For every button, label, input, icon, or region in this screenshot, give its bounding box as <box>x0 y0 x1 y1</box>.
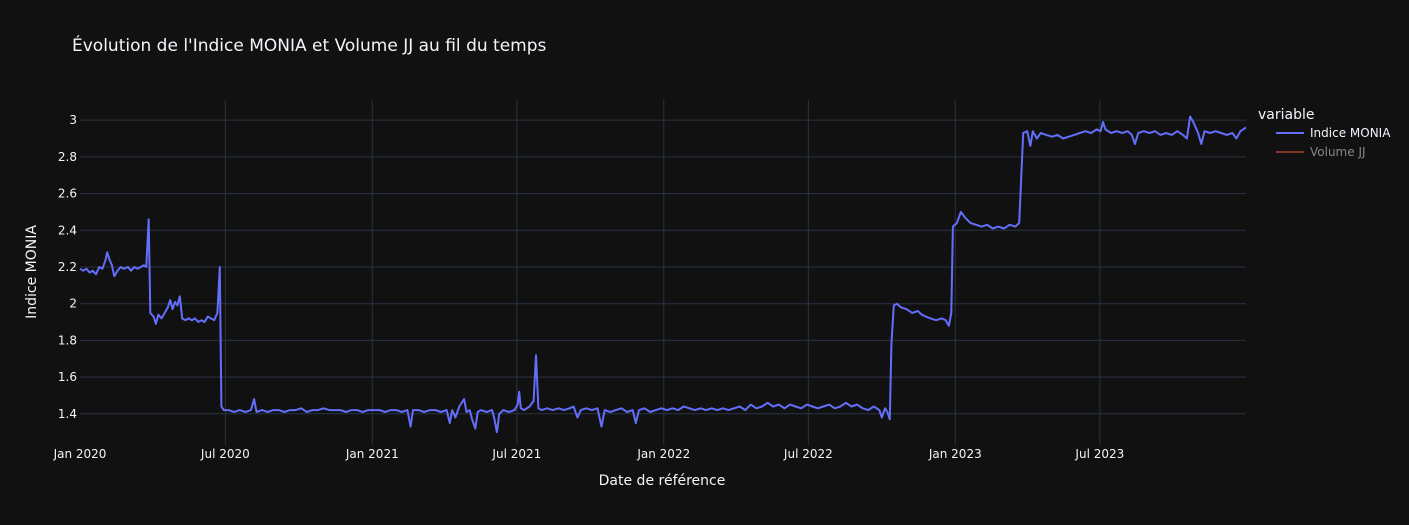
x-tick-labels: Jan 2020 Jul 2020 Jan 2021 Jul 2021 Jan 2022… <box>53 447 1125 461</box>
y-tick-label: 1.4 <box>58 407 77 421</box>
x-tick-label: Jul 2023 <box>1074 447 1124 461</box>
y-axis-title: Indice MONIA <box>24 225 40 319</box>
x-tick-label: Jan 2021 <box>345 447 399 461</box>
x-tick-label: Jul 2020 <box>200 447 250 461</box>
legend: variable Indice MONIA Volume JJ <box>1258 107 1391 159</box>
legend-title: variable <box>1258 107 1314 123</box>
y-tick-label: 2.2 <box>58 260 77 274</box>
y-tick-label: 2 <box>69 297 77 311</box>
chart-title: Évolution de l'Indice MONIA et Volume JJ… <box>72 34 547 56</box>
y-tick-label: 1.6 <box>58 370 77 384</box>
y-tick-label: 1.8 <box>58 333 77 347</box>
x-tick-label: Jul 2022 <box>783 447 833 461</box>
x-tick-label: Jul 2021 <box>491 447 541 461</box>
legend-item-volume-jj[interactable]: Volume JJ <box>1276 145 1366 159</box>
y-tick-label: 2.6 <box>58 187 77 201</box>
y-tick-label: 2.4 <box>58 223 77 237</box>
series-layer <box>79 115 1247 434</box>
series-line-indice-monia[interactable] <box>79 115 1247 434</box>
y-tick-labels: 1.4 1.6 1.8 2 2.2 2.4 2.6 2.8 3 <box>58 113 77 421</box>
y-tick-label: 3 <box>69 113 77 127</box>
y-gridlines <box>80 119 1246 415</box>
x-axis-title: Date de référence <box>599 473 726 489</box>
x-tick-label: Jan 2022 <box>636 447 690 461</box>
legend-label-volume-jj: Volume JJ <box>1310 145 1366 159</box>
y-tick-label: 2.8 <box>58 150 77 164</box>
legend-label-indice-monia: Indice MONIA <box>1310 126 1391 140</box>
x-tick-label: Jan 2023 <box>928 447 982 461</box>
x-tick-label: Jan 2020 <box>53 447 107 461</box>
x-gridlines <box>224 100 1101 445</box>
legend-item-indice-monia[interactable]: Indice MONIA <box>1276 126 1391 140</box>
